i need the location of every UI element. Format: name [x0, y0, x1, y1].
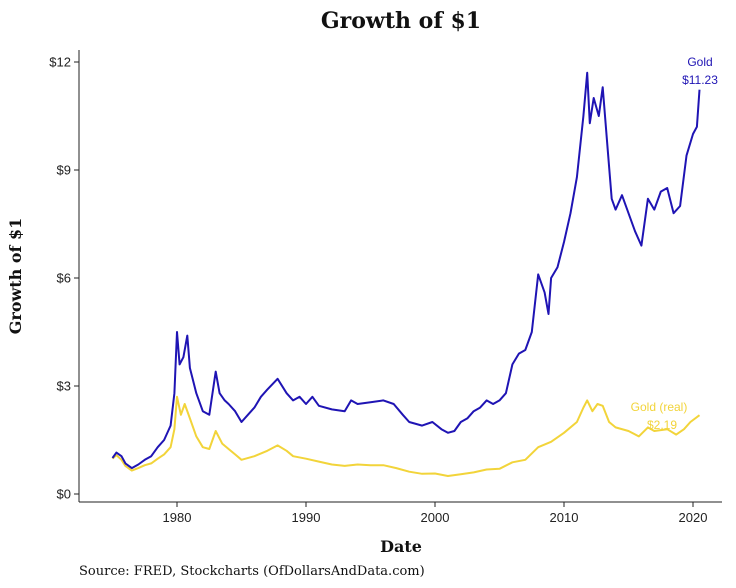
series-layer: [111, 71, 701, 477]
y-tick-label: $12: [49, 55, 71, 70]
x-tick-label: 1980: [163, 510, 192, 525]
y-axis: $0 $3 $6 $9 $12: [49, 55, 79, 502]
gold-series-end-value: $11.23: [682, 73, 718, 87]
y-axis-title: Growth of $1: [6, 218, 25, 335]
chart-title: Growth of $1: [321, 8, 481, 34]
y-tick-label: $6: [57, 271, 71, 286]
x-axis: 1980 1990 2000 2010 2020: [163, 502, 708, 525]
gold-real-line: [111, 395, 701, 477]
x-tick-label: 2020: [679, 510, 708, 525]
y-tick-label: $3: [57, 379, 71, 394]
gold-line: [111, 71, 701, 470]
x-tick-label: 2010: [550, 510, 579, 525]
y-tick-label: $9: [57, 163, 71, 178]
x-tick-label: 2000: [421, 510, 450, 525]
gold-series-name: Gold: [687, 55, 712, 69]
source-note: Source: FRED, Stockcharts (OfDollarsAndD…: [79, 564, 425, 579]
gold-real-series-end-value: $2.19: [647, 418, 677, 432]
gold-real-series-name: Gold (real): [631, 400, 688, 414]
x-tick-label: 1990: [292, 510, 321, 525]
y-tick-label: $0: [57, 487, 71, 502]
x-axis-title: Date: [380, 537, 422, 556]
